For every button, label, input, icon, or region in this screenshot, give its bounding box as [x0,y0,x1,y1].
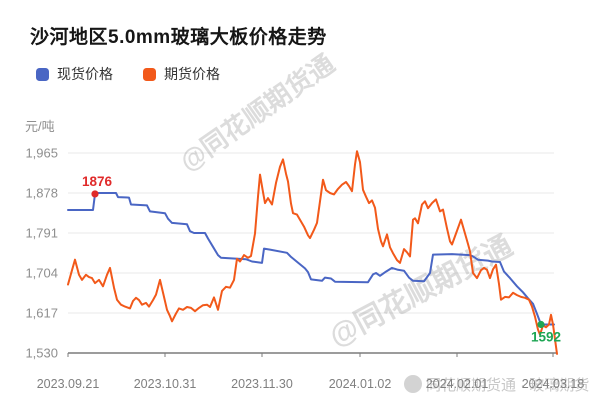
x-tick-label: 2023.11.30 [231,377,293,391]
y-tick-label: 1,704 [25,266,58,281]
legend-item-futures[interactable]: 期货价格 [143,64,220,84]
spot-swatch-icon [36,67,49,81]
legend-label-spot: 现货价格 [57,66,113,82]
legend-label-futures: 期货价格 [164,66,220,82]
legend: 现货价格 期货价格 [36,64,220,84]
annotation-label: 1876 [82,174,113,189]
x-tick-label: 2024.03.18 [522,377,585,391]
diagonal-watermark-text: @同花顺期货通 [174,48,340,177]
x-tick-label: 2023.09.21 [37,377,100,391]
x-tick-label: 2024.01.02 [329,377,392,391]
x-axis: 2023.09.21 2023.10.31 2023.11.30 2024.01.02… [37,352,585,391]
y-axis-unit: 元/吨 [25,119,55,134]
spot-price-line [67,192,555,326]
futures-price-line [67,150,558,355]
futures-swatch-icon [143,67,156,81]
bottom-watermark-text: 同花顺期货通 · 玻璃期货 [426,377,589,394]
chart-title: 沙河地区5.0mm玻璃大板价格走势 [30,27,327,48]
annotation-dot [91,190,99,198]
y-tick-label: 1,878 [25,186,58,201]
y-tick-label: 1,965 [25,146,58,161]
x-tick-label: 2023.10.31 [134,377,197,391]
y-tick-label: 1,617 [25,306,58,321]
diagonal-watermark-text: @同花顺期货通 [323,228,518,353]
annotation-dot [537,320,545,329]
y-tick-label: 1,791 [25,226,58,241]
annotation-label: 1592 [531,329,561,344]
watermark-logo-icon [404,375,422,393]
legend-item-spot[interactable]: 现货价格 [36,64,113,84]
y-tick-label: 1,530 [25,346,58,361]
x-tick-label: 2024.02.01 [426,377,489,391]
grid-lines: 1,965 1,878 1,791 1,704 1,617 1,530 [25,146,554,361]
